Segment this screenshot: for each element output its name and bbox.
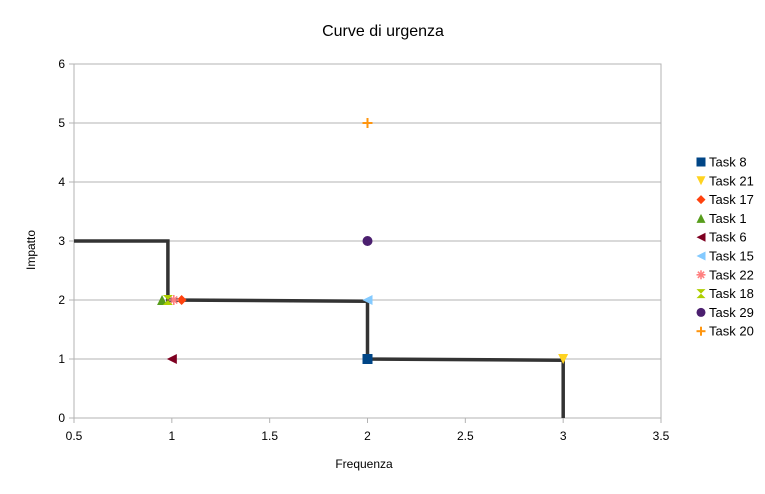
legend-label: Task 22 bbox=[709, 267, 754, 282]
data-point bbox=[558, 354, 569, 364]
chart-title: Curve di urgenza bbox=[322, 23, 444, 40]
x-tick-label: 1 bbox=[168, 429, 175, 443]
y-tick-label: 4 bbox=[58, 175, 65, 189]
legend-marker bbox=[696, 195, 706, 205]
y-tick-label: 1 bbox=[58, 352, 65, 366]
legend-item: Task 6 bbox=[696, 230, 747, 245]
legend-item: Task 1 bbox=[696, 211, 747, 226]
legend-item: Task 22 bbox=[696, 267, 754, 282]
data-point bbox=[176, 295, 187, 305]
data-point bbox=[157, 295, 168, 305]
x-tick-label: 3.5 bbox=[653, 429, 670, 443]
data-point bbox=[168, 295, 179, 305]
legend: Task 8 Task 21 Task 17 Task 1 Task 6 Task 15 T… bbox=[696, 155, 754, 339]
legend-label: Task 17 bbox=[709, 192, 754, 207]
legend-item: Task 15 bbox=[696, 249, 754, 264]
data-points bbox=[157, 118, 569, 364]
legend-label: Task 21 bbox=[709, 173, 754, 188]
data-point bbox=[362, 118, 373, 128]
urgency-curve bbox=[74, 239, 565, 418]
data-point bbox=[362, 295, 373, 305]
legend-marker bbox=[696, 270, 706, 280]
legend-marker bbox=[696, 307, 706, 317]
legend-marker bbox=[696, 176, 706, 186]
legend-marker bbox=[696, 251, 706, 261]
legend-marker bbox=[696, 326, 706, 336]
legend-label: Task 15 bbox=[709, 249, 754, 264]
x-axis-label: Frequenza bbox=[335, 457, 393, 471]
legend-item: Task 20 bbox=[696, 324, 754, 339]
legend-marker bbox=[696, 213, 706, 223]
data-point bbox=[362, 354, 373, 364]
data-point bbox=[162, 295, 173, 305]
legend-label: Task 20 bbox=[709, 324, 754, 339]
legend-item: Task 18 bbox=[696, 286, 754, 301]
legend-label: Task 29 bbox=[709, 305, 754, 320]
y-tick-label: 0 bbox=[58, 411, 65, 425]
data-point bbox=[166, 354, 177, 364]
y-tick-label: 3 bbox=[58, 234, 65, 248]
legend-label: Task 1 bbox=[709, 211, 747, 226]
legend-item: Task 29 bbox=[696, 305, 754, 320]
legend-marker bbox=[696, 232, 706, 242]
y-tick-label: 5 bbox=[58, 116, 65, 130]
x-axis-ticks: 0.5 1 1.5 2 2.5 3 3.5 bbox=[66, 418, 670, 443]
y-axis-label: Impatto bbox=[24, 230, 38, 270]
legend-label: Task 8 bbox=[709, 155, 747, 170]
y-tick-label: 2 bbox=[58, 293, 65, 307]
legend-marker bbox=[696, 289, 706, 299]
urgency-curve-line bbox=[74, 239, 565, 418]
x-tick-label: 0.5 bbox=[66, 429, 83, 443]
x-tick-label: 1.5 bbox=[261, 429, 278, 443]
legend-marker bbox=[696, 157, 706, 167]
legend-item: Task 21 bbox=[696, 173, 754, 188]
legend-label: Task 6 bbox=[709, 230, 747, 245]
y-axis-ticks: 0 1 2 3 4 5 6 bbox=[58, 57, 74, 425]
x-tick-label: 2.5 bbox=[457, 429, 474, 443]
data-point bbox=[362, 236, 373, 246]
legend-label: Task 18 bbox=[709, 286, 754, 301]
legend-item: Task 17 bbox=[696, 192, 754, 207]
x-tick-label: 3 bbox=[560, 429, 567, 443]
legend-item: Task 8 bbox=[696, 155, 747, 170]
x-tick-label: 2 bbox=[364, 429, 371, 443]
y-tick-label: 6 bbox=[58, 57, 65, 71]
